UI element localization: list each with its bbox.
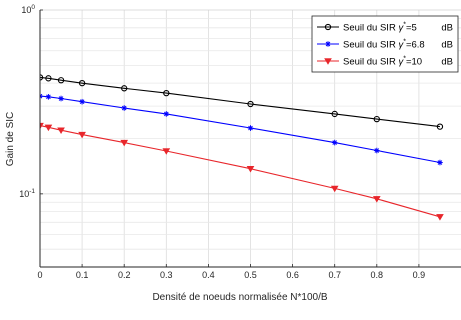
- star-marker: [331, 139, 338, 146]
- circle-marker: [373, 115, 380, 123]
- circle-marker: [163, 89, 170, 97]
- circle-marker: [247, 100, 254, 108]
- star-stroke: [437, 160, 443, 165]
- triangle-down-marker: [324, 58, 332, 65]
- x-axis-label: Densité de noeuds normalisée N*100/B: [152, 292, 327, 303]
- series-3: [40, 122, 444, 221]
- circle-marker: [324, 23, 332, 31]
- x-tick-label: 0.6: [286, 270, 299, 280]
- star-stroke: [248, 125, 253, 131]
- y-tick-label: 10-1: [19, 188, 35, 199]
- triangle-down-marker: [78, 131, 86, 139]
- star-marker: [325, 41, 331, 47]
- star-stroke: [163, 111, 169, 117]
- star-stroke: [332, 140, 338, 145]
- legend-entry-unit: dB: [441, 57, 453, 68]
- x-tick-label: 0.9: [413, 270, 426, 280]
- star-stroke: [46, 94, 51, 100]
- star-stroke: [40, 93, 43, 97]
- circle-marker: [121, 85, 128, 92]
- star-stroke: [121, 105, 127, 111]
- triangle-down-marker: [40, 122, 44, 130]
- triangle-down-marker: [57, 127, 65, 134]
- star-stroke: [374, 148, 380, 153]
- axes: [39, 9, 461, 268]
- legend-entry-unit: dB: [441, 23, 453, 34]
- y-tick-label: 100: [21, 4, 35, 15]
- star-marker: [163, 111, 170, 117]
- star-marker: [58, 95, 64, 102]
- star-marker: [437, 159, 443, 166]
- star-stroke: [40, 95, 43, 99]
- star-marker: [40, 93, 43, 99]
- triangle-down-marker: [246, 166, 255, 173]
- triangle-down-marker: [330, 185, 339, 193]
- legend-entry-unit: dB: [441, 40, 453, 51]
- triangle-down-marker: [162, 148, 171, 155]
- triangle-down-marker: [436, 214, 444, 221]
- x-tick-label: 0: [37, 270, 42, 280]
- circle-marker: [57, 77, 65, 84]
- series-line: [40, 95, 441, 164]
- triangle-down-marker: [44, 124, 53, 132]
- circle-marker: [78, 80, 86, 87]
- series-layer: [40, 74, 444, 221]
- series-2: [40, 93, 443, 166]
- x-tick-label: 0.4: [202, 270, 215, 280]
- star-marker: [79, 98, 85, 105]
- star-marker: [374, 147, 380, 154]
- star-marker: [45, 94, 52, 100]
- x-tick-label: 0.7: [328, 270, 341, 280]
- star-marker: [247, 125, 254, 131]
- legend: Seuil du SIR γ*=5 dB Seuil du SIR γ*=6.8 dB…: [311, 15, 459, 73]
- series-line: [40, 125, 441, 218]
- y-axis-label: Gain de SIC: [5, 112, 16, 166]
- star-stroke: [58, 96, 64, 101]
- star-marker: [121, 105, 127, 111]
- circle-marker: [436, 123, 444, 130]
- legend-entry-label: Seuil du SIR γ*=6.8: [343, 39, 425, 51]
- circle-marker: [45, 75, 52, 82]
- x-tick-label: 0.8: [371, 270, 384, 280]
- circle-marker: [331, 110, 338, 118]
- triangle-down-marker: [372, 196, 381, 203]
- star-stroke: [79, 99, 85, 105]
- series-line: [40, 76, 440, 128]
- x-tick-label: 0.3: [160, 270, 173, 280]
- x-tick-label: 0.2: [118, 270, 131, 280]
- star-stroke: [325, 41, 331, 47]
- legend-entry-label: Seuil du SIR γ*=10: [343, 56, 422, 68]
- x-tick-label: 0.5: [244, 270, 257, 280]
- tick-labels: 0 0.1 0.2 0.3 0.4 0.5 0.6 0.7 0.8 0.9 100 10-1: [19, 4, 425, 280]
- triangle-down-marker: [120, 139, 129, 147]
- x-tick-label: 0.1: [76, 270, 89, 280]
- legend-entry-label: Seuil du SIR γ*=5: [343, 22, 417, 34]
